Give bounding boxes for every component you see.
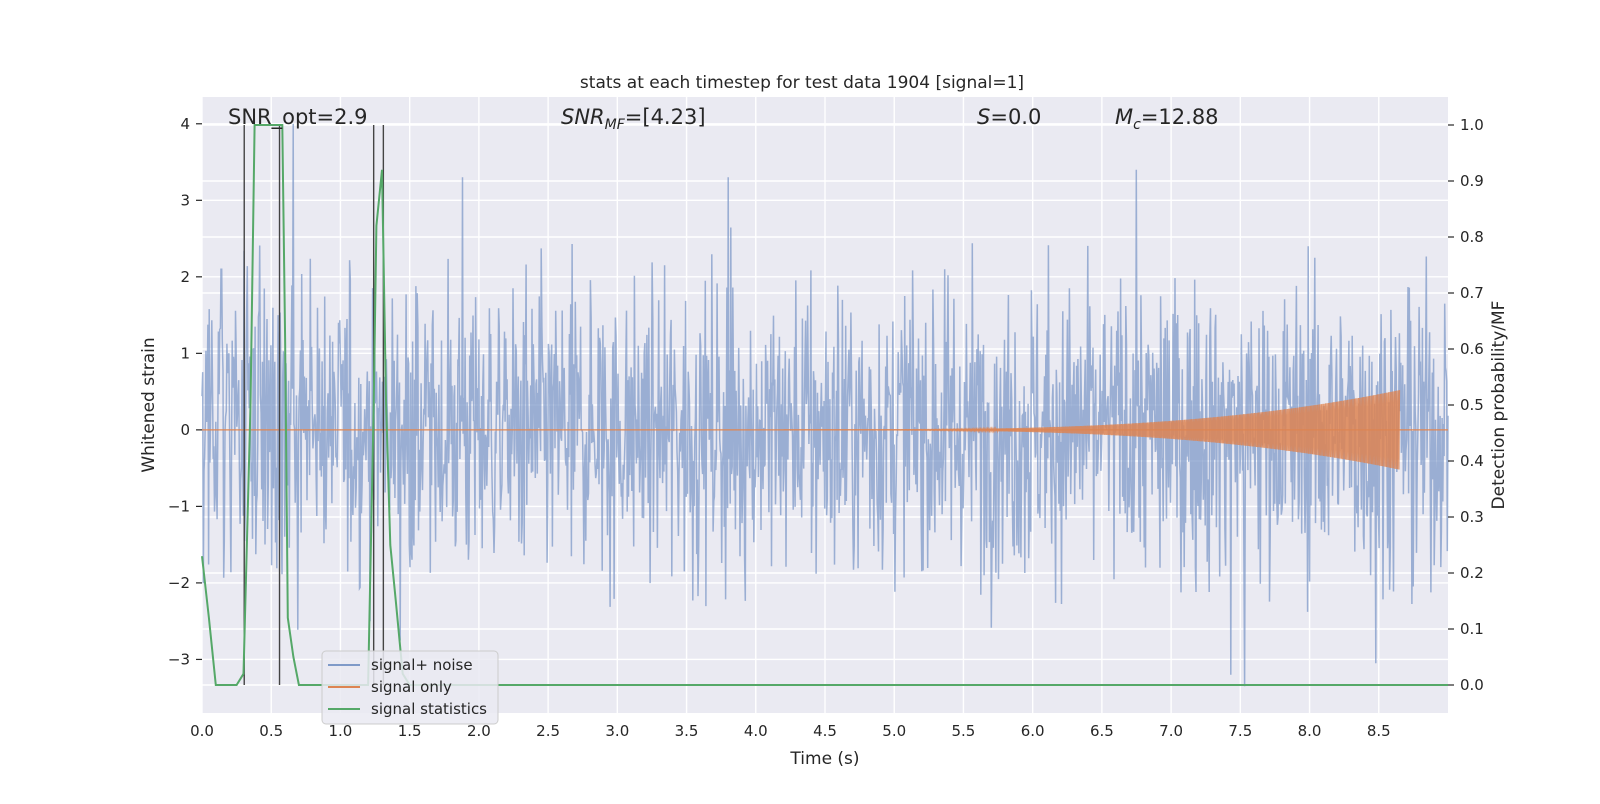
series-signal-statistics xyxy=(201,124,1448,686)
annotation-snr-mf: SNRMF=[4.23] xyxy=(561,105,706,133)
x-tick-label-1: 0.5 xyxy=(259,722,283,740)
y-right-tick-label-6: 0.6 xyxy=(1460,340,1484,358)
x-tick-label-15: 7.5 xyxy=(1228,722,1252,740)
annotation-s-value: =0.0 xyxy=(990,105,1041,129)
chart-title: stats at each timestep for test data 190… xyxy=(580,73,1024,93)
legend: signal+ noise signal only signal statistic… xyxy=(321,650,499,725)
x-tick-label-16: 8.0 xyxy=(1298,722,1322,740)
annotation-snr-mf-prefix: SNR xyxy=(561,105,605,129)
legend-label-0: signal+ noise xyxy=(371,656,473,674)
annotation-snr-mf-value: =[4.23] xyxy=(625,105,706,129)
annotation-mc-sub: c xyxy=(1133,117,1141,133)
y-left-tick-label-2: −1 xyxy=(168,497,190,515)
signal-plus-noise-line xyxy=(201,123,1449,687)
y-right-tick-label-3: 0.3 xyxy=(1460,508,1484,526)
y-axis-left-label: Whitened strain xyxy=(139,337,159,472)
annotation-mc-prefix: M xyxy=(1115,105,1133,129)
annotation-s-prefix: S xyxy=(977,105,990,129)
y-left-tick-label-4: 1 xyxy=(180,344,190,362)
x-tick-label-8: 4.0 xyxy=(744,722,768,740)
x-tick-label-9: 4.5 xyxy=(813,722,837,740)
x-tick-label-12: 6.0 xyxy=(1021,722,1045,740)
x-tick-label-11: 5.5 xyxy=(952,722,976,740)
x-tick-label-17: 8.5 xyxy=(1367,722,1391,740)
y-axis-right: 0.0 0.1 0.2 0.3 0.4 0.5 0.6 0.7 0.8 0.9 1.0 xyxy=(1448,116,1484,694)
x-tick-label-10: 5.0 xyxy=(882,722,906,740)
annotation-s: S=0.0 xyxy=(977,105,1041,129)
series-signal-only xyxy=(202,390,1448,470)
annotation-snr-mf-sub: MF xyxy=(605,117,626,133)
legend-box xyxy=(321,650,499,725)
y-left-tick-label-3: 0 xyxy=(180,421,190,439)
legend-label-2: signal statistics xyxy=(371,700,487,718)
y-right-tick-label-5: 0.5 xyxy=(1460,396,1484,414)
y-left-tick-label-6: 3 xyxy=(180,191,190,209)
y-right-tick-label-4: 0.4 xyxy=(1460,452,1484,470)
y-right-tick-label-9: 0.9 xyxy=(1460,172,1484,190)
y-left-tick-label-1: −2 xyxy=(168,574,190,592)
y-right-tick-label-10: 1.0 xyxy=(1460,116,1484,134)
x-tick-label-0: 0.0 xyxy=(190,722,214,740)
x-tick-label-13: 6.5 xyxy=(1090,722,1114,740)
y-right-tick-label-2: 0.2 xyxy=(1460,564,1484,582)
signal-only-line xyxy=(783,390,1401,470)
y-left-tick-label-7: 4 xyxy=(180,115,190,133)
legend-label-1: signal only xyxy=(371,678,452,696)
x-axis: 0.0 0.5 1.0 1.5 2.0 2.5 3.0 3.5 4.0 4.5 5.0 5.5 6.0 6… xyxy=(190,722,1391,740)
y-right-tick-label-1: 0.1 xyxy=(1460,620,1484,638)
y-right-tick-label-8: 0.8 xyxy=(1460,228,1484,246)
x-tick-label-2: 1.0 xyxy=(329,722,353,740)
y-right-tick-label-7: 0.7 xyxy=(1460,284,1484,302)
y-axis-right-label: Detection probability/MF xyxy=(1489,301,1509,510)
x-tick-label-6: 3.0 xyxy=(605,722,629,740)
y-left-tick-label-5: 2 xyxy=(180,268,190,286)
x-tick-label-7: 3.5 xyxy=(675,722,699,740)
annotation-mc-value: =12.88 xyxy=(1141,105,1219,129)
x-axis-label: Time (s) xyxy=(789,749,859,769)
series-signal-plus-noise xyxy=(201,123,1449,687)
annotation-mc: Mc=12.88 xyxy=(1115,105,1219,133)
x-tick-label-4: 2.0 xyxy=(467,722,491,740)
x-tick-label-5: 2.5 xyxy=(536,722,560,740)
y-axis-left: −3 −2 −1 0 1 2 3 4 xyxy=(168,115,202,668)
annotation-snr-opt: SNR_opt=2.9 xyxy=(228,105,368,130)
y-left-tick-label-0: −3 xyxy=(168,650,190,668)
signal-statistics-line xyxy=(201,124,1448,686)
x-tick-label-3: 1.5 xyxy=(398,722,422,740)
y-right-tick-label-0: 0.0 xyxy=(1460,676,1484,694)
x-tick-label-14: 7.0 xyxy=(1159,722,1183,740)
